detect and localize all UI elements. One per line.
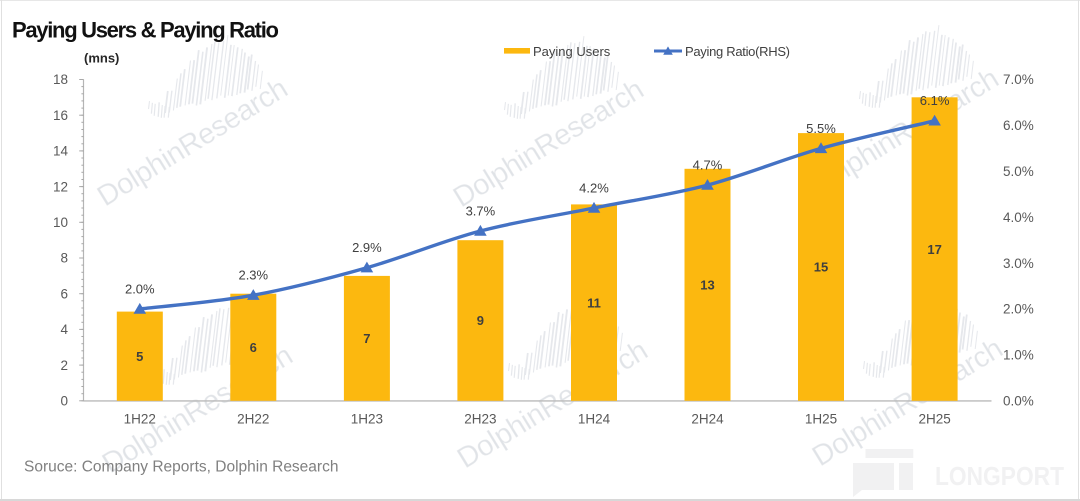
svg-text:5.5%: 5.5% [806,121,836,136]
svg-text:0.0%: 0.0% [1003,394,1034,409]
svg-text:4.0%: 4.0% [1003,210,1034,225]
svg-text:6: 6 [250,340,257,355]
svg-text:12: 12 [53,179,68,194]
svg-text:6: 6 [60,286,68,301]
svg-text:1H24: 1H24 [578,412,611,427]
svg-text:2H25: 2H25 [918,412,950,427]
svg-text:18: 18 [53,72,68,87]
svg-text:10: 10 [53,215,68,230]
svg-text:7: 7 [363,331,370,346]
svg-text:2H22: 2H22 [237,412,269,427]
svg-text:Paying Users & Paying Ratio: Paying Users & Paying Ratio [12,18,279,43]
svg-text:6.1%: 6.1% [920,93,950,108]
svg-text:3.0%: 3.0% [1003,256,1034,271]
svg-text:5: 5 [136,349,143,364]
svg-text:4: 4 [60,322,68,337]
svg-text:1.0%: 1.0% [1003,348,1034,363]
svg-text:4.2%: 4.2% [579,180,609,195]
svg-text:1H22: 1H22 [124,412,156,427]
svg-text:2.0%: 2.0% [125,281,155,296]
svg-text:Paying Users: Paying Users [533,44,611,59]
svg-text:8: 8 [60,251,68,266]
svg-text:Soruce: Company Reports, Dolph: Soruce: Company Reports, Dolphin Researc… [24,459,338,476]
svg-text:17: 17 [927,242,941,257]
svg-text:2H23: 2H23 [464,412,496,427]
svg-text:7.0%: 7.0% [1003,72,1034,87]
svg-text:1H25: 1H25 [805,412,837,427]
svg-text:2.3%: 2.3% [238,268,268,283]
svg-text:6.0%: 6.0% [1003,118,1034,133]
svg-text:13: 13 [700,278,714,293]
svg-text:3.7%: 3.7% [466,203,496,218]
svg-text:9: 9 [477,313,484,328]
svg-text:2.9%: 2.9% [352,240,382,255]
svg-text:16: 16 [53,108,68,123]
svg-text:4.7%: 4.7% [693,158,723,173]
svg-text:5.0%: 5.0% [1003,164,1034,179]
svg-text:1H23: 1H23 [351,412,383,427]
svg-text:LONGPORT: LONGPORT [935,463,1064,491]
svg-text:Paying Ratio(RHS): Paying Ratio(RHS) [685,44,790,59]
svg-text:14: 14 [53,144,69,159]
svg-text:15: 15 [814,260,828,275]
svg-text:2H24: 2H24 [691,412,724,427]
svg-text:0: 0 [60,394,68,409]
svg-text:2.0%: 2.0% [1003,302,1034,317]
svg-text:(mns): (mns) [84,51,119,66]
svg-text:2: 2 [60,358,68,373]
svg-text:11: 11 [587,295,601,310]
